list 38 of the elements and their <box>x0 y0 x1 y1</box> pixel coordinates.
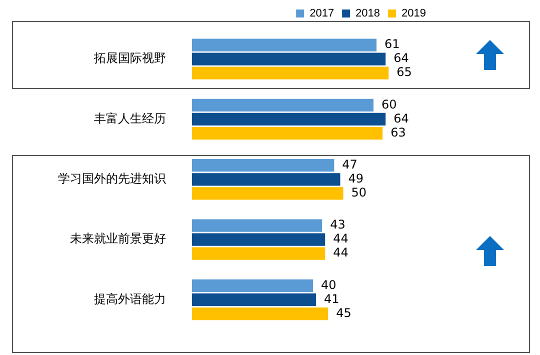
bar <box>192 279 313 292</box>
bar <box>192 173 340 186</box>
bar <box>192 98 374 112</box>
y-tick-label: 未来就业前景更好 <box>70 232 166 246</box>
bar <box>192 112 386 126</box>
data-label: 45 <box>336 306 352 320</box>
bar <box>192 307 328 320</box>
bar <box>192 219 322 232</box>
data-label: 44 <box>333 232 348 246</box>
bar <box>192 247 326 260</box>
bar <box>192 66 389 80</box>
bar <box>192 159 334 172</box>
data-label: 49 <box>348 172 364 186</box>
data-label: 43 <box>330 218 346 232</box>
data-label: 64 <box>394 111 409 126</box>
data-label: 47 <box>342 157 358 172</box>
data-label: 64 <box>394 51 409 66</box>
bar <box>192 233 326 246</box>
legend-label: 2018 <box>356 8 380 20</box>
data-label: 41 <box>324 292 340 306</box>
data-label: 61 <box>384 37 400 52</box>
data-label: 63 <box>390 125 406 140</box>
legend-label: 2019 <box>402 8 426 20</box>
y-tick-label: 学习国外的先进知识 <box>58 172 166 186</box>
bar <box>192 126 383 140</box>
bar <box>192 38 377 52</box>
data-label: 40 <box>321 278 336 292</box>
y-tick-label: 拓展国际视野 <box>93 51 166 66</box>
legend-label: 2017 <box>310 8 334 20</box>
y-tick-label: 提高外语能力 <box>94 292 166 306</box>
data-label: 65 <box>396 65 412 80</box>
data-label: 44 <box>333 246 348 260</box>
y-tick-label: 丰富人生经历 <box>94 111 166 126</box>
bar <box>192 187 344 200</box>
bar <box>192 293 316 306</box>
data-label: 60 <box>382 97 397 112</box>
bar <box>192 52 386 66</box>
data-label: 50 <box>351 186 367 200</box>
